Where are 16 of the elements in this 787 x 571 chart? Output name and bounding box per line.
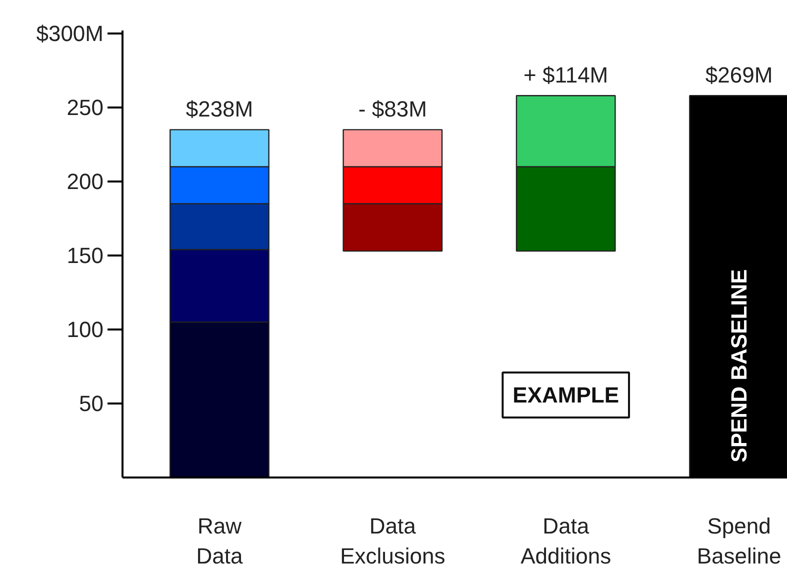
- annotation: SPEND BASELINE: [726, 269, 752, 462]
- annotation: $269M: [705, 62, 773, 88]
- x-tick-label: Data Additions: [520, 514, 612, 568]
- annotation: $238M: [186, 96, 254, 122]
- y-tick-label: 250: [66, 94, 104, 120]
- x-tick-label: Raw Data: [196, 514, 244, 568]
- y-tick-label: 100: [66, 316, 104, 342]
- annotation: - $83M: [358, 96, 427, 122]
- y-tick-label: 50: [79, 390, 104, 416]
- y-tick-label: 150: [66, 242, 104, 268]
- annotation: EXAMPLE: [512, 382, 620, 408]
- x-tick-label: Spend Baseline: [696, 514, 782, 568]
- x-tick-label: Data Exclusions: [340, 514, 446, 568]
- y-tick-label: 200: [66, 168, 104, 194]
- y-tick-label: $300M: [36, 20, 104, 46]
- annotation: + $114M: [524, 62, 608, 88]
